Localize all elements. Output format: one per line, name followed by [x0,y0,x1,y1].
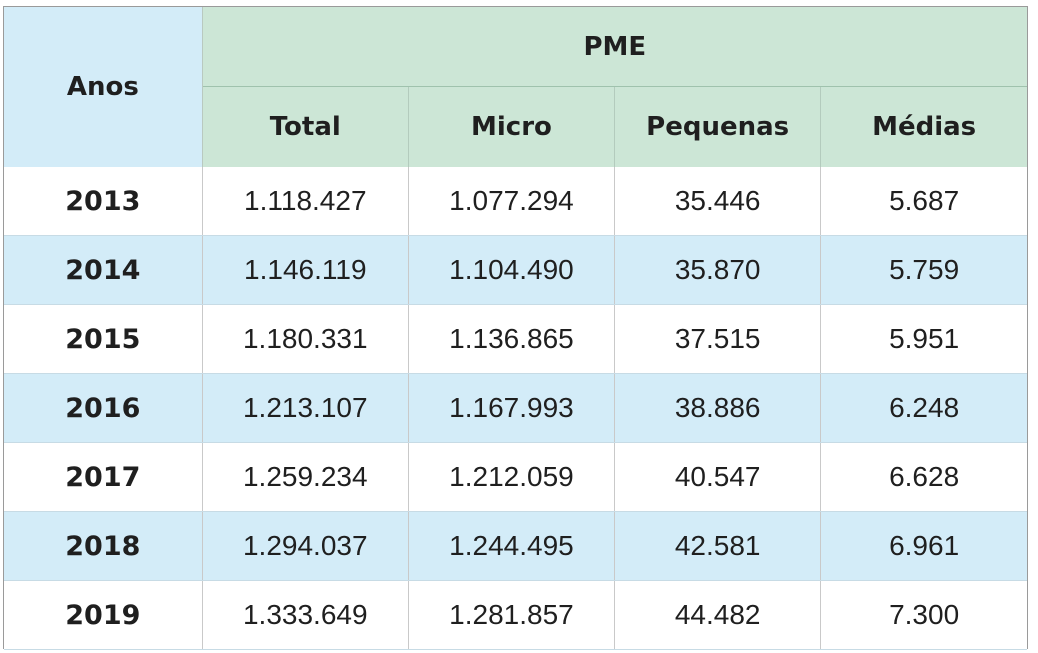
header-pequenas: Pequenas [614,86,822,167]
total-cell: 1.333.649 [202,580,409,650]
micro-cell: 1.167.993 [408,373,616,443]
medias-cell: 5.759 [820,235,1027,305]
pequenas-cell: 42.581 [614,511,822,581]
header-medias: Médias [820,86,1027,167]
pequenas-cell: 37.515 [614,304,822,374]
micro-cell: 1.281.857 [408,580,616,650]
total-cell: 1.146.119 [202,235,409,305]
micro-cell: 1.077.294 [408,167,616,236]
total-cell: 1.213.107 [202,373,409,443]
header-anos: Anos [4,7,203,167]
pequenas-cell: 40.547 [614,442,822,512]
medias-cell: 7.300 [820,580,1027,650]
medias-cell: 6.628 [820,442,1027,512]
micro-cell: 1.244.495 [408,511,616,581]
header-pme: PME [202,7,1027,87]
pequenas-cell: 35.446 [614,167,822,236]
medias-cell: 5.951 [820,304,1027,374]
header-total: Total [202,86,409,167]
table-row: 2017 1.259.234 1.212.059 40.547 6.628 [4,442,1027,512]
data-table-frame: Anos PME Total Micro Pequenas Médias 201… [3,6,1028,650]
total-cell: 1.118.427 [202,167,409,236]
micro-cell: 1.104.490 [408,235,616,305]
year-cell: 2018 [4,511,203,581]
total-cell: 1.180.331 [202,304,409,374]
table-row: 2015 1.180.331 1.136.865 37.515 5.951 [4,304,1027,374]
table-row: 2016 1.213.107 1.167.993 38.886 6.248 [4,373,1027,443]
year-cell: 2016 [4,373,203,443]
pme-table: Anos PME Total Micro Pequenas Médias 201… [4,7,1027,650]
year-cell: 2019 [4,580,203,650]
medias-cell: 6.248 [820,373,1027,443]
pequenas-cell: 35.870 [614,235,822,305]
year-cell: 2013 [4,167,203,236]
micro-cell: 1.136.865 [408,304,616,374]
year-cell: 2014 [4,235,203,305]
table-row: 2014 1.146.119 1.104.490 35.870 5.759 [4,235,1027,305]
table-row: 2013 1.118.427 1.077.294 35.446 5.687 [4,167,1027,236]
table-row: 2019 1.333.649 1.281.857 44.482 7.300 [4,580,1027,650]
medias-cell: 6.961 [820,511,1027,581]
pequenas-cell: 38.886 [614,373,822,443]
micro-cell: 1.212.059 [408,442,616,512]
medias-cell: 5.687 [820,167,1027,236]
table-row: 2018 1.294.037 1.244.495 42.581 6.961 [4,511,1027,581]
pequenas-cell: 44.482 [614,580,822,650]
year-cell: 2015 [4,304,203,374]
total-cell: 1.294.037 [202,511,409,581]
total-cell: 1.259.234 [202,442,409,512]
header-micro: Micro [408,86,616,167]
year-cell: 2017 [4,442,203,512]
